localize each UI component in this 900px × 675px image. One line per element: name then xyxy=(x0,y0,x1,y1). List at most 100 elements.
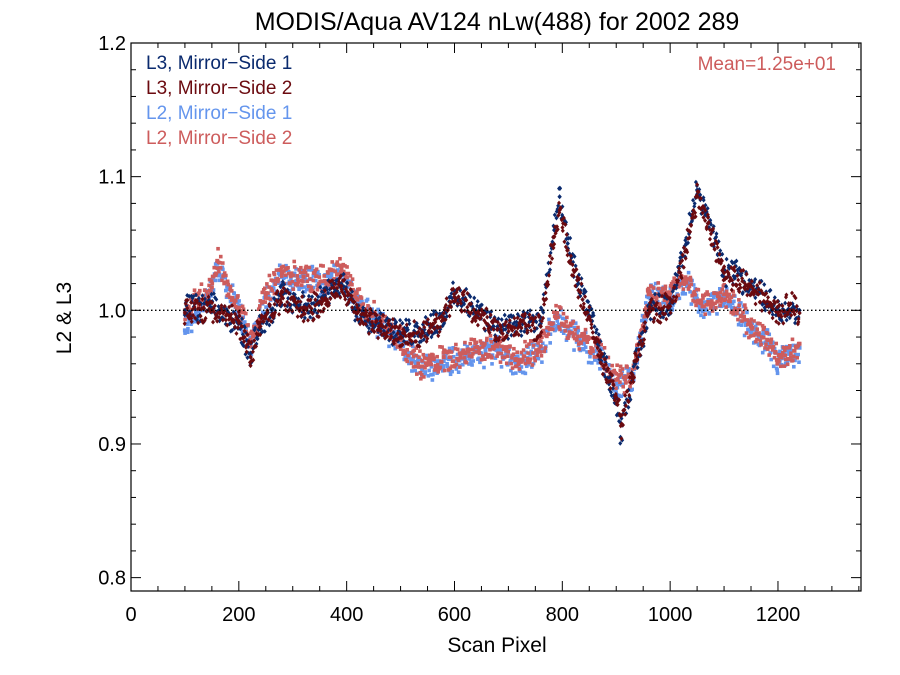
scatter-mark xyxy=(276,291,281,296)
scatter-mark xyxy=(730,277,735,283)
scatter-mark xyxy=(508,344,512,348)
scatter-mark xyxy=(326,290,331,296)
scatter-mark xyxy=(588,354,592,359)
scatter-mark xyxy=(649,284,654,289)
scatter-mark xyxy=(356,303,361,308)
scatter-mark xyxy=(766,294,771,300)
scatter-mark xyxy=(600,351,605,357)
scatter-mark xyxy=(570,262,575,268)
scatter-mark xyxy=(209,279,214,283)
scatter-mark xyxy=(422,375,426,379)
scatter-mark xyxy=(552,212,557,218)
scatter-mark xyxy=(414,320,419,326)
scatter-mark xyxy=(560,316,565,321)
scatter-mark xyxy=(710,228,715,233)
scatter-mark xyxy=(725,269,730,274)
scatter-mark xyxy=(383,324,388,330)
scatter-mark xyxy=(429,365,434,369)
scatter-mark xyxy=(350,305,355,310)
scatter-mark xyxy=(596,343,601,348)
scatter-mark xyxy=(568,235,573,241)
scatter-mark xyxy=(772,295,777,300)
scatter-mark xyxy=(488,324,493,330)
scatter-mark xyxy=(647,289,652,293)
scatter-mark xyxy=(754,339,758,344)
scatter-mark xyxy=(725,292,729,297)
scatter-mark xyxy=(422,356,427,360)
scatter-mark xyxy=(416,361,421,366)
scatter-mark xyxy=(291,287,296,292)
scatter-mark xyxy=(451,354,456,359)
scatter-mark xyxy=(499,351,504,356)
scatter-mark xyxy=(258,299,263,303)
scatter-mark xyxy=(662,304,667,310)
scatter-mark xyxy=(542,298,547,303)
data-point xyxy=(248,354,253,360)
scatter-mark xyxy=(289,271,294,275)
scatter-mark xyxy=(514,364,519,368)
scatter-mark xyxy=(647,304,652,310)
scatter-mark xyxy=(272,301,277,307)
scatter-mark xyxy=(789,355,793,359)
scatter-mark xyxy=(267,302,272,308)
scatter-mark xyxy=(586,299,591,305)
scatter-mark xyxy=(577,347,582,351)
scatter-mark xyxy=(498,339,503,344)
scatter-mark xyxy=(550,327,555,332)
scatter-mark xyxy=(764,290,769,296)
data-point xyxy=(538,344,543,349)
scatter-mark xyxy=(785,362,790,367)
scatter-mark xyxy=(313,297,318,303)
scatter-mark xyxy=(605,368,610,373)
scatter-mark xyxy=(273,310,278,315)
scatter-mark xyxy=(346,271,351,276)
scatter-mark xyxy=(439,362,444,367)
scatter-mark xyxy=(372,299,376,304)
scatter-mark xyxy=(521,317,526,323)
scatter-mark xyxy=(683,256,688,261)
scatter-mark xyxy=(309,306,314,311)
scatter-mark xyxy=(708,231,713,237)
scatter-mark xyxy=(547,317,551,322)
scatter-mark xyxy=(240,324,245,329)
scatter-mark xyxy=(666,301,670,305)
legend-entry: L2, Mirror−Side 1 xyxy=(146,103,292,124)
scatter-mark xyxy=(299,313,304,319)
scatter-mark xyxy=(694,193,699,198)
scatter-mark xyxy=(320,279,325,284)
scatter-mark xyxy=(218,254,223,259)
scatter-mark xyxy=(230,327,235,333)
scatter-mark xyxy=(210,300,215,306)
scatter-mark xyxy=(693,299,697,304)
scatter-mark xyxy=(749,323,753,327)
scatter-mark xyxy=(485,341,489,346)
scatter-mark xyxy=(450,295,455,301)
scatter-mark xyxy=(185,330,190,335)
scatter-mark xyxy=(249,340,254,345)
scatter-mark xyxy=(398,347,403,351)
scatter-mark xyxy=(468,341,473,346)
scatter-mark xyxy=(578,303,583,309)
scatter-mark xyxy=(401,338,406,344)
x-tick-label: 600 xyxy=(438,604,471,626)
scatter-mark xyxy=(448,372,453,377)
scatter-mark xyxy=(487,352,491,357)
scatter-mark xyxy=(329,285,334,291)
scatter-mark xyxy=(766,338,771,343)
scatter-mark xyxy=(351,287,355,292)
scatter-mark xyxy=(702,304,706,309)
scatter-mark xyxy=(191,298,196,303)
scatter-mark xyxy=(780,303,785,309)
scatter-mark xyxy=(193,319,198,324)
scatter-mark xyxy=(711,223,716,229)
scatter-mark xyxy=(705,290,709,294)
scatter-mark xyxy=(477,356,481,361)
scatter-mark xyxy=(730,301,735,306)
scatter-mark xyxy=(283,302,288,308)
scatter-mark xyxy=(689,278,693,283)
scatter-mark xyxy=(583,294,588,300)
scatter-mark xyxy=(753,276,758,282)
scatter-mark xyxy=(772,300,777,306)
scatter-mark xyxy=(685,284,689,289)
scatter-mark xyxy=(468,301,473,307)
